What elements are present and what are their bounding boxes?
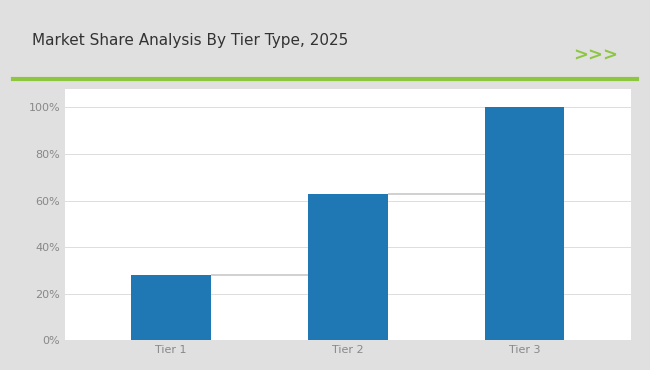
Text: Market Share Analysis By Tier Type, 2025: Market Share Analysis By Tier Type, 2025 xyxy=(32,33,348,48)
Bar xyxy=(485,107,564,340)
Bar xyxy=(131,275,211,340)
Bar xyxy=(308,194,387,340)
Text: >>>: >>> xyxy=(573,47,618,64)
